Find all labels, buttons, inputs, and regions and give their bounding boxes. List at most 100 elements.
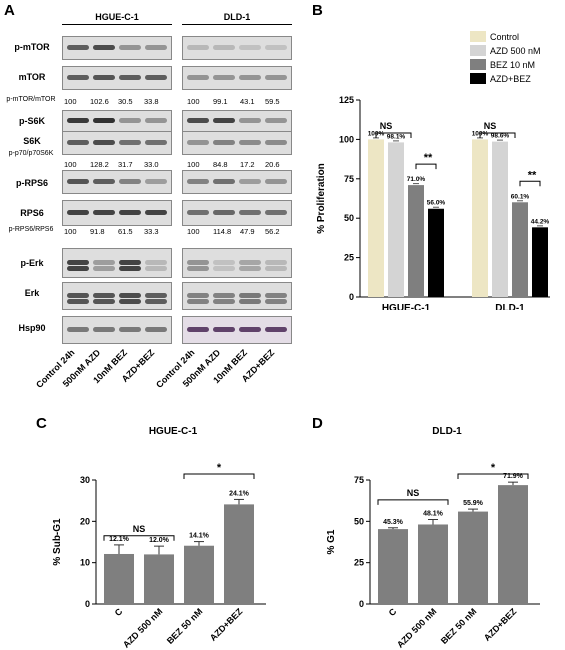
y-tick-label: 0 [349, 292, 354, 302]
quant-value: 100 [64, 160, 77, 169]
quant-value: 17.2 [240, 160, 255, 169]
wb-label-hsp90: Hsp90 [18, 323, 46, 333]
blot-band [67, 266, 89, 271]
blot-band [187, 140, 209, 145]
quant-value: 102.6 [90, 97, 109, 106]
chart-title: DLD-1 [432, 426, 462, 437]
blot-band [265, 140, 287, 145]
y-axis-title: % G1 [326, 529, 337, 554]
blot-band [93, 75, 115, 80]
blot-strip [62, 36, 172, 60]
blot-band [93, 179, 115, 184]
x-tick-label: AZD+BEZ [208, 606, 245, 643]
blot-strip [182, 131, 292, 155]
wb-group-dld: DLD-1 [182, 12, 292, 25]
wb-label-erk: Erk [24, 288, 40, 298]
bar [428, 208, 444, 297]
significance-bracket [375, 132, 412, 138]
blot-band [119, 45, 141, 50]
bar [512, 202, 528, 297]
y-tick-label: 30 [80, 475, 90, 485]
blot-band [265, 260, 287, 265]
y-tick-label: 50 [354, 516, 364, 526]
blot-band [145, 118, 167, 123]
blot-band [67, 75, 89, 80]
blot-band [213, 260, 235, 265]
data-label: 98.1% [387, 133, 406, 140]
data-label: 48.1% [423, 511, 444, 518]
blot-band [239, 210, 261, 215]
legend-swatch [470, 73, 486, 84]
x-tick-label: DLD-1 [495, 303, 525, 310]
x-tick-label: HGUE-C-1 [382, 303, 431, 310]
significance-label: * [217, 462, 222, 474]
blot-band [265, 327, 287, 332]
wb-label-p-mtor-ratio: p-mTOR/mTOR [6, 96, 56, 103]
wb-label-s6k: S6K [23, 136, 41, 146]
significance-bracket [377, 499, 449, 505]
bar [472, 139, 488, 297]
x-tick-label: BEZ 50 nM [165, 606, 205, 646]
blot-band [93, 260, 115, 265]
bar [224, 504, 254, 604]
bar [408, 185, 424, 297]
panel-d-letter: D [312, 415, 323, 432]
blot-strip [182, 248, 292, 278]
blot-strip [182, 110, 292, 132]
blot-band [93, 118, 115, 123]
quant-value: 33.3 [144, 227, 159, 236]
blot-band [119, 299, 141, 304]
blot-band [213, 118, 235, 123]
significance-bracket [103, 535, 175, 541]
blot-band [145, 75, 167, 80]
x-tick-label: AZD+BEZ [482, 606, 519, 643]
blot-band [119, 293, 141, 298]
y-tick-label: 25 [344, 253, 354, 263]
bar [144, 554, 174, 604]
blot-band [213, 210, 235, 215]
y-tick-label: 0 [359, 599, 364, 609]
wb-label-p-s6k: p-S6K [18, 116, 45, 126]
blot-band [213, 293, 235, 298]
quant-value: 91.8 [90, 227, 105, 236]
panel-c-letter: C [36, 415, 47, 432]
x-tick-label: C [113, 606, 125, 618]
x-tick-label: C [387, 606, 399, 618]
blot-band [93, 266, 115, 271]
blot-band [239, 260, 261, 265]
wb-label-p-rps6: p-RPS6 [15, 178, 48, 188]
legend-label: AZD 500 nM [490, 46, 541, 56]
x-tick-label: BEZ 50 nM [439, 606, 479, 646]
blot-band [213, 75, 235, 80]
blot-strip [62, 200, 172, 226]
blot-band [265, 75, 287, 80]
blot-band [93, 210, 115, 215]
blot-band [213, 266, 235, 271]
blot-band [187, 293, 209, 298]
blot-band [145, 45, 167, 50]
blot-strip [62, 110, 172, 132]
significance-bracket [519, 180, 541, 187]
legend-label: BEZ 10 nM [490, 60, 535, 70]
significance-label: NS [133, 524, 146, 534]
blot-strip [182, 36, 292, 60]
blot-strip [62, 248, 172, 278]
blot-band [187, 45, 209, 50]
y-tick-label: 75 [354, 475, 364, 485]
blot-band [187, 179, 209, 184]
legend-swatch [470, 59, 486, 70]
bar [368, 139, 384, 297]
blot-band [119, 179, 141, 184]
panel-a-letter: A [4, 2, 15, 19]
data-label: 44.2% [531, 218, 550, 225]
blot-band [187, 299, 209, 304]
chart-title: HGUE-C-1 [149, 426, 198, 437]
data-label: 71.9% [503, 473, 524, 480]
blot-band [93, 45, 115, 50]
quant-value: 33.0 [144, 160, 159, 169]
bar [492, 141, 508, 297]
data-label: 98.6% [491, 133, 510, 140]
blot-band [239, 75, 261, 80]
sub-g1-chart: HGUE-C-1 0 10 20 30 % Sub-G1 12.1% C 12.0% AZD 50… [52, 426, 266, 650]
blot-band [67, 140, 89, 145]
